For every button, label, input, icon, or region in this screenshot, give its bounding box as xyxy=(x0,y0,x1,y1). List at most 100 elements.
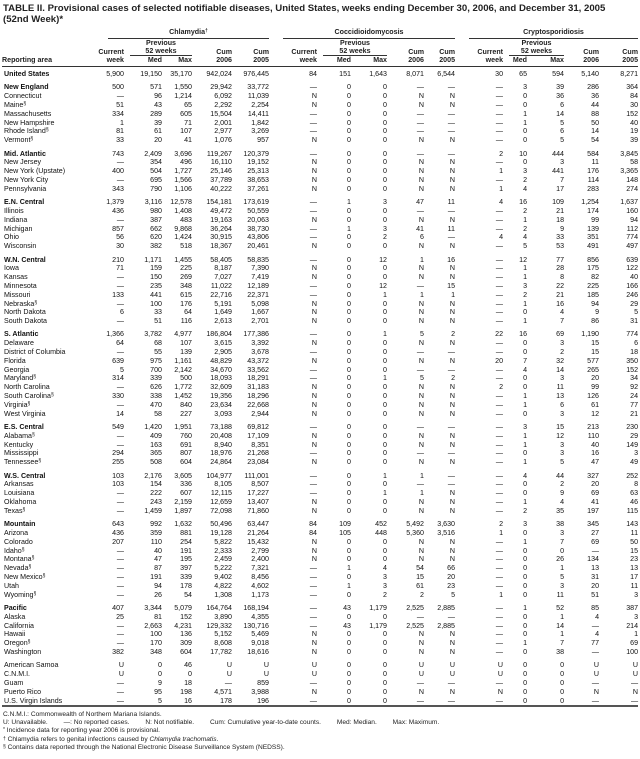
reporting-area: W.N. Central xyxy=(2,256,94,265)
coccidioidomycosis-current-week: — xyxy=(309,109,317,118)
chlamydia-med: 170 xyxy=(150,639,162,648)
cryptosporidiosis-cum-2006: 351 xyxy=(587,233,600,242)
coccidioidomycosis-cum-2006: N xyxy=(418,440,424,449)
chlamydia-cum-2005: 7,390 xyxy=(251,264,269,273)
chlamydia-max: 496 xyxy=(180,158,192,167)
cryptosporidiosis-current-week: — xyxy=(495,409,504,418)
chlamydia-current-week: 207 xyxy=(112,537,124,546)
chlamydia-cum-2006: 2,001 xyxy=(214,118,232,127)
cryptosporidiosis-cum-2006: 27 xyxy=(591,529,600,537)
coccidioidomycosis-cum-2006: N xyxy=(418,687,424,696)
chlamydia-med: 2,176 xyxy=(144,471,162,480)
coccidioidomycosis-cum-2005: N xyxy=(449,630,456,639)
coccidioidomycosis-max: 0 xyxy=(383,383,387,392)
reporting-area: Nebraska§ xyxy=(2,300,94,309)
cryptosporidiosis-cum-2005: 497 xyxy=(626,242,639,251)
chlamydia-cum-2006: 24,864 xyxy=(210,458,232,467)
table-row: S. Atlantic 1,366 3,782 4,977 186,804 177,386… xyxy=(2,330,638,339)
coccidioidomycosis-cum-2006: — xyxy=(416,348,424,357)
chlamydia-cum-2006: 19,163 xyxy=(210,215,232,224)
chlamydia-cum-2005: 8,351 xyxy=(251,440,269,449)
coccidioidomycosis-med: 105 xyxy=(339,529,351,537)
year-2006-label: 2006 xyxy=(564,56,600,67)
coccidioidomycosis-cum-2005: — xyxy=(447,118,456,127)
coccidioidomycosis-current-week: — xyxy=(309,290,317,299)
area-name: Washington xyxy=(4,647,42,656)
coccidioidomycosis-max: 3 xyxy=(383,581,387,590)
chlamydia-max: 1,455 xyxy=(174,255,192,264)
chlamydia-max: 0 xyxy=(188,670,192,679)
footnote-cnmi: C.N.M.I.: Commonwealth of Northern Maria… xyxy=(3,711,162,718)
reporting-area: United States xyxy=(2,67,94,79)
area-name: Nebraska xyxy=(4,299,35,308)
cryptosporidiosis-cum-2005: 39 xyxy=(630,136,639,145)
reporting-area: New York (Upstate) xyxy=(2,167,94,176)
footnote-mark: § xyxy=(34,299,38,306)
cryptosporidiosis-med: 0 xyxy=(523,489,528,498)
area-name: Tennessee xyxy=(4,458,39,467)
cryptosporidiosis-cum-2005: 350 xyxy=(626,356,639,365)
chlamydia-cum-2006: 6,092 xyxy=(214,92,232,101)
cryptosporidiosis-current-week: — xyxy=(495,480,504,489)
chlamydia-cum-2006: 9,402 xyxy=(214,572,232,581)
chlamydia-cum-2006: 5,222 xyxy=(214,564,232,573)
cryptosporidiosis-max: 0 xyxy=(527,696,565,708)
chlamydia-cum-2005: 58,835 xyxy=(247,255,269,264)
cryptosporidiosis-cum-2006: 1,254 xyxy=(581,198,600,207)
cryptosporidiosis-current-week: U xyxy=(497,670,504,679)
chlamydia-max: 840 xyxy=(180,400,192,409)
cryptosporidiosis-cum-2006: 134 xyxy=(587,555,600,564)
area-name: New Jersey xyxy=(4,158,42,167)
reporting-area: Pennsylvania xyxy=(2,185,94,194)
cryptosporidiosis-med: 1 xyxy=(523,264,528,273)
coccidioidomycosis-max: 12 xyxy=(379,281,387,290)
cryptosporidiosis-max: 6 xyxy=(560,400,565,409)
chlamydia-cum-2005: 38,653 xyxy=(247,175,269,184)
chlamydia-cum-2006: 49,472 xyxy=(210,206,232,215)
coccidioidomycosis-max: 0 xyxy=(383,356,387,365)
coccidioidomycosis-current-week: — xyxy=(309,374,317,383)
cryptosporidiosis-max: 38 xyxy=(556,647,565,656)
cryptosporidiosis-cum-2006: — xyxy=(564,696,600,708)
coccidioidomycosis-med: 0 xyxy=(347,661,351,670)
chlamydia-cum-2006: 25,146 xyxy=(210,167,232,176)
coccidioidomycosis-cum-2006: — xyxy=(416,480,424,489)
cryptosporidiosis-max: 3 xyxy=(560,339,565,348)
coccidioidomycosis-med: 0 xyxy=(347,639,351,648)
footnote-mark: § xyxy=(32,431,35,438)
table-row: Wyoming§ —26 54 1,308 1,173—0 2 2 5 1 0 11 51 3 xyxy=(2,591,638,600)
reporting-area: Oregon§ xyxy=(2,639,94,648)
table-row: Mid. Atlantic 743 2,409 3,696 119,267 120,379… xyxy=(2,150,638,159)
chlamydia-med: 571 xyxy=(150,83,162,92)
cryptosporidiosis-cum-2006: 174 xyxy=(587,206,600,215)
chlamydia-med: 43 xyxy=(154,100,162,109)
header-blank xyxy=(455,39,503,47)
coccidioidomycosis-current-week: — xyxy=(309,572,317,581)
table-row: W.N. Central 210 1,171 1,455 58,405 58,835 — 0 1… xyxy=(2,256,638,265)
legend-max: Max: Maximum. xyxy=(392,719,440,727)
coccidioidomycosis-cum-2005: 5 xyxy=(451,590,456,599)
chlamydia-current-week: 133 xyxy=(112,290,124,299)
chlamydia-current-week: — xyxy=(116,273,124,282)
chlamydia-max: 198 xyxy=(180,687,192,696)
coccidioidomycosis-max: 0 xyxy=(383,317,387,326)
header-blank xyxy=(2,28,94,39)
cryptosporidiosis-cum-2006: 175 xyxy=(587,264,600,273)
chlamydia-med: 150 xyxy=(150,273,162,282)
chlamydia-current-week: 314 xyxy=(112,374,124,383)
cryptosporidiosis-max: 4 xyxy=(560,498,565,507)
chlamydia-current-week: — xyxy=(116,400,124,409)
cryptosporidiosis-current-week: — xyxy=(495,647,504,656)
reporting-area: Ohio xyxy=(2,233,94,242)
coccidioidomycosis-max: 0 xyxy=(383,480,387,489)
coccidioidomycosis-current-week: — xyxy=(309,471,317,480)
coccidioidomycosis-cum-2005: U xyxy=(449,661,456,670)
coccidioidomycosis-max: 12 xyxy=(379,255,387,264)
chlamydia-max: 691 xyxy=(180,440,192,449)
coccidioidomycosis-cum-2006: 5,360 xyxy=(406,529,424,537)
cum-label: Cum xyxy=(583,47,600,56)
reporting-area: Arizona xyxy=(2,529,94,538)
cryptosporidiosis-current-week: — xyxy=(495,273,504,282)
cryptosporidiosis-current-week: — xyxy=(495,678,504,687)
chlamydia-cum-2005: 7,321 xyxy=(251,564,269,573)
